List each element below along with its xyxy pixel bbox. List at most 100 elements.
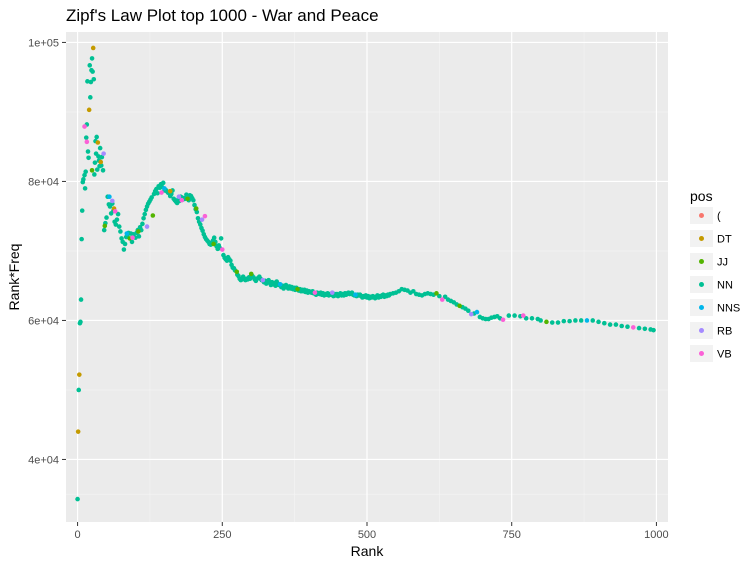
- data-point: [101, 151, 106, 156]
- data-point: [85, 149, 91, 154]
- data-point: [82, 186, 88, 191]
- data-point: [89, 168, 95, 173]
- data-point: [87, 63, 93, 68]
- data-point: [140, 221, 145, 227]
- data-point: [192, 202, 197, 208]
- data-point: [194, 209, 200, 215]
- legend-marker: [699, 259, 704, 264]
- data-point: [88, 79, 94, 85]
- data-point: [295, 286, 300, 292]
- data-point: [142, 211, 148, 217]
- data-point: [150, 213, 156, 218]
- data-point: [457, 303, 462, 309]
- data-point: [82, 124, 87, 129]
- data-point: [159, 190, 164, 195]
- data-point: [144, 224, 150, 229]
- data-point: [439, 297, 445, 302]
- data-point: [97, 145, 103, 151]
- data-point: [197, 222, 203, 227]
- legend-marker: [699, 351, 704, 356]
- data-point: [115, 211, 121, 217]
- x-tick-label: 500: [358, 529, 376, 541]
- data-point: [89, 56, 95, 61]
- y-tick-label: 1e+05: [28, 37, 59, 49]
- data-point: [590, 318, 596, 323]
- data-point: [162, 186, 167, 191]
- data-point: [84, 139, 90, 145]
- data-point: [191, 197, 196, 203]
- legend-label: NN: [717, 280, 733, 292]
- data-point: [179, 197, 185, 203]
- legend-marker: [699, 282, 704, 287]
- data-point: [544, 319, 549, 325]
- y-axis-ticks: 4e+04 6e+04 8e+04 1e+05: [28, 37, 66, 466]
- data-point: [167, 188, 173, 194]
- data-point: [155, 190, 160, 196]
- data-point: [211, 241, 216, 247]
- data-point: [101, 227, 107, 233]
- x-tick-label: 750: [503, 529, 521, 541]
- data-point: [143, 207, 149, 213]
- data-point: [468, 311, 474, 317]
- data-point: [130, 235, 135, 241]
- legend-label: RB: [717, 326, 732, 338]
- data-point: [90, 45, 96, 51]
- data-point: [200, 228, 205, 234]
- data-point: [625, 324, 630, 329]
- data-point: [77, 372, 82, 377]
- legend: pos (DT JJ NN NNS RB VB: [690, 188, 740, 362]
- data-point: [75, 429, 81, 434]
- data-point: [437, 293, 442, 299]
- data-point: [96, 154, 101, 159]
- data-point: [104, 215, 109, 220]
- legend-title: pos: [690, 188, 713, 204]
- data-point: [613, 322, 619, 327]
- data-point: [642, 326, 648, 332]
- chart-title: Zipf's Law Plot top 1000 - War and Peace: [66, 6, 379, 25]
- data-point: [248, 271, 254, 277]
- data-point: [602, 320, 607, 326]
- data-point: [113, 222, 119, 227]
- data-point: [578, 318, 584, 323]
- data-point: [92, 172, 97, 177]
- data-point: [78, 319, 83, 325]
- data-point: [228, 258, 233, 263]
- legend-marker: [699, 328, 704, 333]
- y-tick-label: 8e+04: [28, 176, 59, 188]
- data-point: [81, 177, 86, 182]
- data-point: [500, 317, 506, 323]
- legend-marker: [699, 236, 704, 241]
- data-point: [411, 288, 416, 294]
- data-point: [102, 223, 108, 229]
- data-point: [199, 217, 205, 222]
- data-point: [76, 387, 82, 393]
- data-point: [112, 209, 118, 214]
- data-point: [86, 107, 92, 113]
- data-point: [538, 318, 543, 323]
- data-point: [596, 319, 601, 325]
- data-point: [567, 318, 572, 324]
- data-point: [176, 194, 182, 200]
- data-point: [91, 76, 97, 82]
- data-point: [474, 309, 480, 315]
- data-point: [353, 292, 358, 298]
- data-point: [110, 198, 115, 204]
- data-point: [512, 313, 517, 318]
- legend-marker: [699, 305, 704, 310]
- data-point: [116, 224, 122, 229]
- data-point: [100, 168, 106, 173]
- data-point: [99, 163, 104, 168]
- data-point: [98, 159, 104, 165]
- data-point: [520, 313, 526, 318]
- data-point: [88, 95, 93, 100]
- y-tick-label: 4e+04: [28, 454, 59, 466]
- data-point: [129, 239, 135, 245]
- legend-label: JJ: [717, 257, 728, 269]
- data-point: [78, 297, 84, 302]
- y-tick-label: 6e+04: [28, 315, 59, 327]
- legend-label: NNS: [717, 303, 740, 315]
- data-point: [95, 140, 101, 145]
- data-point: [136, 234, 142, 239]
- data-point: [523, 316, 529, 321]
